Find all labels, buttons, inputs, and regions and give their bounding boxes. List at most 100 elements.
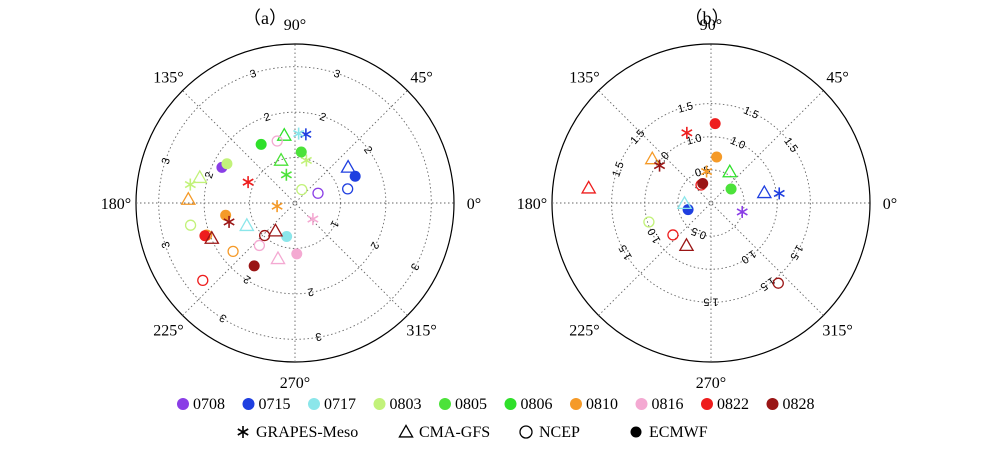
data-point-ncep-0708 <box>312 187 324 199</box>
angle-label: 315° <box>822 323 852 340</box>
angle-label: 90° <box>284 17 306 34</box>
data-point-grapes-meso-0822 <box>242 176 254 189</box>
data-point-ncep-0803 <box>184 219 197 231</box>
data-point-cma-gfs-0828 <box>267 222 284 237</box>
angle-label: 0° <box>883 196 897 213</box>
radial-tick-label: 2 <box>262 111 272 124</box>
data-point-cma-gfs-0715 <box>756 184 773 199</box>
grid-spoke <box>598 90 824 316</box>
data-point-grapes-meso-0828 <box>653 159 666 172</box>
angle-label: 270° <box>696 375 726 392</box>
legend-label-0717: 0717 <box>324 396 356 413</box>
legend-marker-0717 <box>308 398 320 410</box>
legend-marker-cma-gfs <box>398 424 414 438</box>
data-point-grapes-meso-0810 <box>700 165 713 178</box>
angle-label: 90° <box>700 17 722 34</box>
data-point-cma-gfs-0803 <box>192 169 208 184</box>
data-point-ecmwf-0822 <box>709 118 721 130</box>
radial-tick-label: 1.5 <box>628 127 647 146</box>
legend-marker-0822 <box>701 398 713 410</box>
grid-spoke <box>182 90 408 316</box>
legend-marker-ecmwf <box>630 426 642 438</box>
legend-marker-0805 <box>439 398 451 410</box>
radial-tick-label: 3 <box>218 311 230 324</box>
radial-tick-label: 1.5 <box>758 274 777 293</box>
radial-tick-label: 2 <box>203 170 216 180</box>
grid-ring <box>249 157 341 249</box>
radial-tick-label: 1.5 <box>610 160 627 178</box>
radial-tick-label: 1.5 <box>787 243 805 262</box>
data-point-cma-gfs-0810 <box>180 191 197 205</box>
data-point-ncep-0828 <box>258 229 271 242</box>
data-point-cma-gfs-0715 <box>340 159 356 173</box>
grid-spoke <box>598 90 824 316</box>
legend-label-0810: 0810 <box>586 396 618 413</box>
legend-marker-0803 <box>373 398 386 410</box>
data-point-ecmwf-0805 <box>295 146 307 158</box>
angle-label: 270° <box>280 375 310 392</box>
legend-label-grapes-meso: GRAPES-Meso <box>256 424 358 441</box>
data-point-ncep-0822 <box>667 229 679 241</box>
legend-label-0822: 0822 <box>717 396 749 413</box>
radial-tick-label: 1.5 <box>781 135 800 154</box>
legend-marker-0810 <box>570 398 582 410</box>
radial-tick-label: 3 <box>314 330 322 343</box>
data-point-cma-gfs-0816 <box>270 250 286 265</box>
angle-label: 225° <box>569 323 599 340</box>
data-point-cma-gfs-0806 <box>722 163 738 178</box>
data-point-ecmwf-0717 <box>281 231 293 243</box>
data-point-grapes-meso-0805 <box>280 168 292 181</box>
data-point-grapes-meso-0816 <box>307 213 319 226</box>
legend-marker-0816 <box>635 398 648 410</box>
data-point-ncep-0715 <box>342 183 354 195</box>
legend-marker-0806 <box>504 398 517 410</box>
radial-tick-label: 2 <box>307 285 315 298</box>
panel-b-title: （b） <box>685 8 730 28</box>
radial-tick-label: 1.5 <box>703 295 718 307</box>
radial-tick-label: 1.0 <box>685 132 703 148</box>
data-point-cma-gfs-0828 <box>678 237 695 252</box>
data-point-ecmwf-0715 <box>682 204 694 216</box>
data-point-grapes-meso-0803 <box>300 154 313 167</box>
data-point-cma-gfs-0717 <box>239 217 255 232</box>
grid-ring <box>158 66 432 340</box>
data-point-grapes-meso-0810 <box>271 200 283 213</box>
angle-label: 45° <box>826 69 848 86</box>
radial-tick-label: 1.5 <box>677 100 695 116</box>
data-point-ecmwf-0806 <box>255 138 267 150</box>
legend-label-0805: 0805 <box>455 396 487 413</box>
radial-tick-label: 0.5 <box>690 224 709 241</box>
legend-label-0715: 0715 <box>259 396 291 413</box>
data-point-ncep-0816 <box>253 239 266 252</box>
radial-tick-label: 2 <box>368 240 381 251</box>
radial-tick-label: 3 <box>332 68 342 81</box>
radial-tick-label: 3 <box>160 156 173 166</box>
radial-tick-label: 3 <box>408 261 421 272</box>
grid-ring <box>611 103 811 303</box>
panel-a: 2 3 2 3 2 2 3 3 2 3 2 3 1 2 3 90° 45° 0° 315° 270° 225° 180° 1… <box>101 17 481 392</box>
radial-tick-label: 1.5 <box>617 243 635 262</box>
data-point-ecmwf-0828 <box>697 177 709 189</box>
radial-tick-label: 3 <box>160 240 173 250</box>
data-point-ecmwf-0715 <box>349 170 361 182</box>
radial-tick-label: 1.5 <box>742 105 761 122</box>
legend-marker-grapes-meso <box>237 426 249 438</box>
radial-tick-label: 2 <box>242 272 254 285</box>
legend-label-ecmwf: ECMWF <box>649 424 708 441</box>
data-point-ncep-0828 <box>772 277 784 289</box>
angle-label: 180° <box>517 196 547 213</box>
legend-marker-0708 <box>177 398 189 410</box>
data-point-cma-gfs-0806 <box>276 127 292 141</box>
data-point-ncep-0816 <box>271 135 283 147</box>
panel-a-title: （a） <box>243 8 287 28</box>
data-point-cma-gfs-0822 <box>580 180 597 194</box>
radial-tick-label: 1.0 <box>728 135 747 152</box>
data-point-ncep-0810 <box>227 245 239 258</box>
radial-tick-label: 1.0 <box>645 226 663 245</box>
legend-marker-0828 <box>766 398 779 410</box>
data-point-ecmwf-0805 <box>725 183 737 195</box>
data-point-grapes-meso-0717 <box>293 127 305 140</box>
angle-label: 315° <box>406 323 436 340</box>
legend-label-0816: 0816 <box>652 396 684 413</box>
